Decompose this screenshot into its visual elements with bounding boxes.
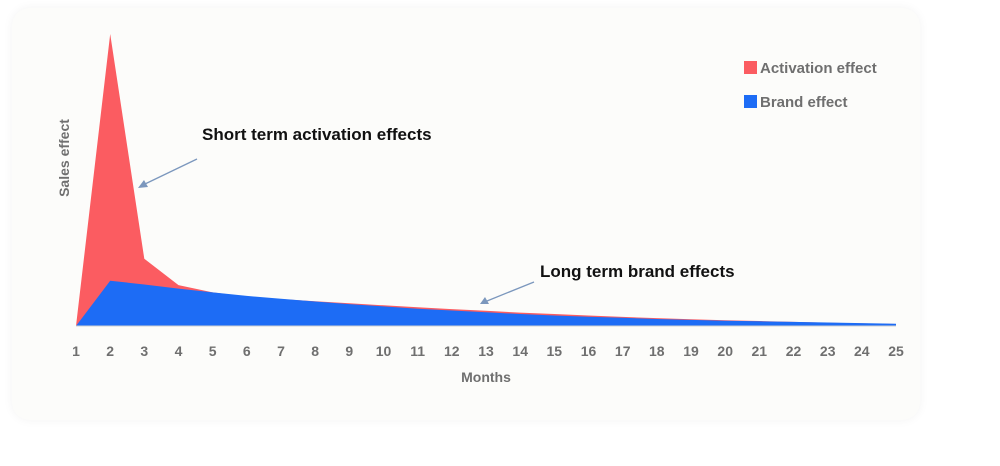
x-ticks: 1 2 3 4 5 6 7 8 9 10 11 12 13 14 15 16 17 18 19 20 21 22 23 24 2… <box>72 343 904 359</box>
x-tick-label: 19 <box>683 343 699 359</box>
x-tick-label: 16 <box>581 343 597 359</box>
x-tick-label: 20 <box>717 343 733 359</box>
annotations: Short term activation effects Long term … <box>138 125 735 304</box>
y-axis-title: Sales effect <box>56 119 72 197</box>
annotation-long-term: Long term brand effects <box>540 262 735 281</box>
x-axis-title: Months <box>461 369 511 385</box>
x-tick-label: 12 <box>444 343 460 359</box>
annotation-arrow-long-term <box>486 281 535 302</box>
area-series-brand <box>76 280 896 326</box>
x-tick-label: 14 <box>512 343 528 359</box>
legend-swatch-activation <box>744 61 757 74</box>
x-tick-label: 6 <box>243 343 251 359</box>
legend-swatch-brand <box>744 95 757 108</box>
x-tick-label: 21 <box>752 343 768 359</box>
x-tick-label: 10 <box>376 343 392 359</box>
x-tick-label: 2 <box>106 343 114 359</box>
x-tick-label: 22 <box>786 343 802 359</box>
x-tick-label: 17 <box>615 343 631 359</box>
x-tick-label: 25 <box>888 343 904 359</box>
plot-areas <box>76 34 896 326</box>
x-tick-label: 3 <box>140 343 148 359</box>
x-tick-label: 4 <box>175 343 183 359</box>
x-tick-label: 5 <box>209 343 217 359</box>
x-tick-label: 13 <box>478 343 494 359</box>
area-series-activation <box>76 34 896 326</box>
annotation-arrowhead-short-term <box>138 180 148 188</box>
x-tick-label: 11 <box>410 343 425 359</box>
x-tick-label: 7 <box>277 343 285 359</box>
legend-label-brand: Brand effect <box>760 94 848 111</box>
annotation-arrow-short-term <box>144 158 198 185</box>
x-tick-label: 24 <box>854 343 870 359</box>
chart-card <box>12 8 920 420</box>
x-tick-label: 9 <box>345 343 353 359</box>
x-tick-label: 1 <box>72 343 80 359</box>
x-tick-label: 23 <box>820 343 836 359</box>
legend-label-activation: Activation effect <box>760 60 877 77</box>
annotation-short-term: Short term activation effects <box>202 125 432 144</box>
x-tick-label: 18 <box>649 343 665 359</box>
legend: Activation effect Brand effect <box>744 60 877 111</box>
x-tick-label: 15 <box>547 343 563 359</box>
annotation-arrowhead-long-term <box>480 297 489 304</box>
x-tick-label: 8 <box>311 343 319 359</box>
